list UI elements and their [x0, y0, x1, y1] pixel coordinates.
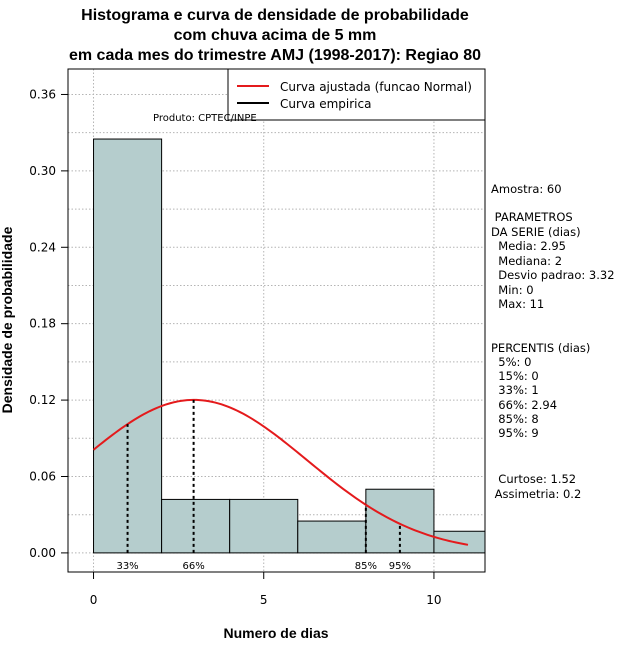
curve-layer [92, 398, 469, 546]
legend: Curva ajustada (funcao Normal) Curva empi… [227, 68, 486, 121]
percentile-5: 5%: 0 [491, 355, 532, 369]
params-title-1: PARAMETROS [491, 210, 573, 224]
legend-label-2: Curva empirica [280, 97, 371, 111]
x-tick-label: 10 [426, 593, 441, 607]
y-tick-label: 0.06 [29, 469, 56, 483]
axes-layer: 0 5 10 0.00 0.06 0.12 0.18 0.24 0.30 0.36 [29, 68, 486, 607]
chart-title-line-3: em cada mes do trimestre AMJ (1998-2017)… [68, 47, 482, 64]
stat-median: Mediana: 2 [491, 254, 563, 268]
x-tick-label: 0 [90, 593, 98, 607]
stat-max: Max: 11 [491, 297, 545, 311]
legend-box [227, 68, 486, 121]
normal-curve-line [92, 398, 469, 546]
stat-mean: Media: 2.95 [491, 239, 566, 253]
chart-title-line-1: Histograma e curva de densidade de proba… [81, 7, 469, 24]
chart-title-line-2: com chuva acima de 5 mm [173, 27, 377, 44]
stat-min: Min: 0 [491, 283, 534, 297]
y-tick-label: 0.12 [29, 393, 56, 407]
stat-sd: Desvio padrao: 3.32 [491, 268, 615, 282]
histogram-bar-3 [229, 498, 299, 554]
percentile-85: 85%: 8 [491, 412, 539, 426]
percentile-15: 15%: 0 [491, 369, 539, 383]
x-axis-label: Numero de dias [223, 625, 328, 641]
percentile-markers-layer: 33% 66% 85% 95% [116, 399, 411, 572]
y-tick-label: 0.24 [29, 240, 56, 254]
percentile-label-95: 95% [389, 561, 411, 572]
product-annotation: Produto: CPTEC/INPE [153, 113, 257, 124]
skewness: Assimetria: 0.2 [491, 487, 582, 501]
sample-size: Amostra: 60 [491, 182, 562, 196]
percentile-label-66: 66% [182, 561, 204, 572]
y-axis-label: Densidade de probabilidade [0, 226, 15, 413]
histogram-bar-4 [297, 520, 367, 554]
legend-label-1: Curva ajustada (funcao Normal) [280, 80, 472, 94]
histogram-bar-6 [433, 530, 485, 554]
percentile-label-33: 33% [116, 561, 138, 572]
histogram-bar-5 [365, 488, 435, 554]
y-tick-label: 0.30 [29, 164, 56, 178]
y-tick-label: 0.00 [29, 546, 56, 560]
y-tick-label: 0.18 [29, 317, 56, 331]
percentile-95: 95%: 9 [491, 426, 539, 440]
percentile-66: 66%: 2.94 [491, 398, 558, 412]
percentile-33: 33%: 1 [491, 383, 539, 397]
params-title-2: DA SERIE (dias) [491, 225, 581, 239]
bars-layer [93, 138, 485, 554]
percentiles-title: PERCENTIS (dias) [491, 341, 591, 355]
y-tick-label: 0.36 [29, 87, 56, 101]
percentile-label-85: 85% [355, 561, 377, 572]
x-tick-label: 5 [260, 593, 268, 607]
histogram-bar-2 [161, 498, 231, 554]
kurtosis: Curtose: 1.52 [491, 472, 577, 486]
